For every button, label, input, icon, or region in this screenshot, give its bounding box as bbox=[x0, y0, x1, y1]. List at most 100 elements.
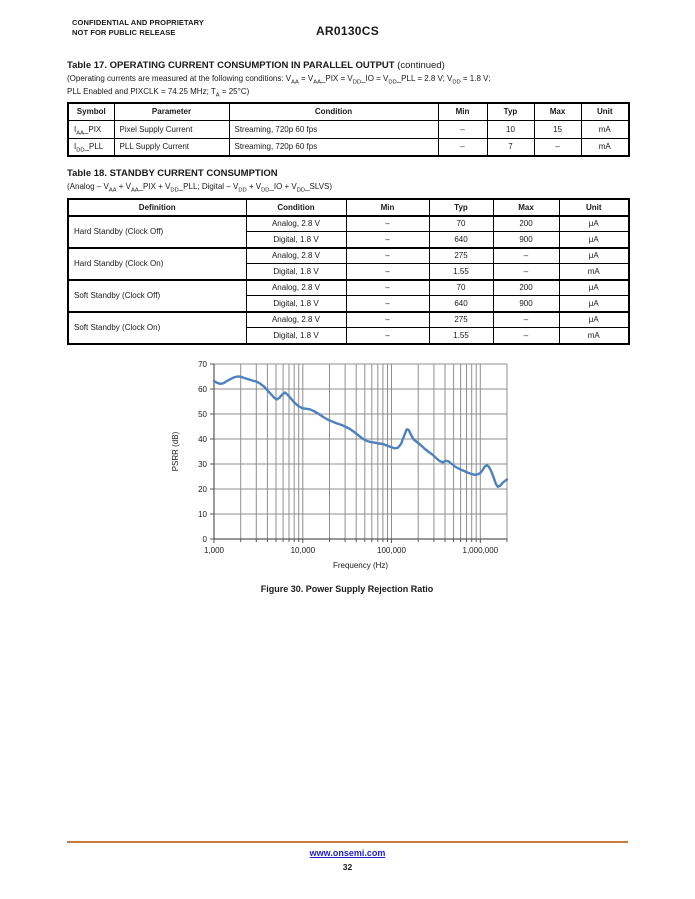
table17-header-cell: Symbol bbox=[67, 102, 115, 121]
table18: Definition Condition Min Typ Max Unit Hard St… bbox=[67, 197, 630, 345]
psrr-line bbox=[212, 375, 509, 489]
definition-cell: Hard Standby (Clock Off) bbox=[67, 214, 247, 248]
table18-row: Soft Standby (Clock On) Analog, 2.8 V –275… bbox=[67, 310, 630, 344]
figure-caption: Figure 30. Power Supply Rejection Ratio bbox=[260, 584, 434, 594]
unit-cell: mA bbox=[580, 119, 630, 139]
unit-cell: mA bbox=[580, 137, 630, 157]
table18-header-cell: Condition bbox=[245, 198, 347, 216]
table18-section: Table 18. STANDBY CURRENT CONSUMPTION (A… bbox=[67, 168, 630, 345]
parameter-cell: PLL Supply Current bbox=[113, 137, 230, 157]
unit-cell: mA bbox=[558, 263, 630, 280]
chart-labels: 0 10 20 30 40 50 60 70 1,000 10,000 100,000 1,000,0… bbox=[171, 360, 499, 570]
typ-cell: 7 bbox=[486, 137, 535, 157]
confidential-line2: NOT FOR PUBLIC RELEASE bbox=[72, 27, 176, 37]
max-cell: 200 bbox=[492, 278, 560, 296]
min-cell: – bbox=[345, 278, 430, 296]
symbol-cell: IAA_PIX bbox=[67, 119, 115, 139]
page-number: 32 bbox=[342, 862, 353, 872]
psrr-chart: 0 10 20 30 40 50 60 70 1,000 10,000 100,000 1,000,0… bbox=[171, 360, 509, 570]
unit-cell: μA bbox=[558, 246, 630, 264]
x-tick-label: 100,000 bbox=[377, 546, 406, 555]
table18-title: Table 18. STANDBY CURRENT CONSUMPTION bbox=[67, 168, 278, 179]
condition-cell: Streaming, 720p 60 fps bbox=[228, 137, 439, 157]
condition-cell: Digital, 1.8 V bbox=[245, 295, 347, 312]
max-cell: – bbox=[492, 246, 560, 264]
table18-header-cell: Typ bbox=[428, 198, 494, 216]
table17-conditions-line1: (Operating currents are measured at the … bbox=[67, 74, 491, 86]
min-cell: – bbox=[345, 231, 430, 248]
y-tick-label: 10 bbox=[198, 510, 207, 519]
chart-gridlines bbox=[213, 363, 508, 539]
max-cell: – bbox=[533, 137, 582, 157]
max-cell: – bbox=[492, 310, 560, 328]
typ-cell: 1.55 bbox=[428, 263, 494, 280]
typ-cell: 1.55 bbox=[428, 327, 494, 344]
table18-row: Digital, 1.8 V –1.55– mA bbox=[68, 263, 630, 280]
condition-cell: Analog, 2.8 V bbox=[245, 310, 347, 328]
max-cell: 900 bbox=[492, 231, 560, 248]
table17-header-row: Symbol Parameter Condition Min Typ Max Unit bbox=[67, 102, 630, 121]
min-cell: – bbox=[345, 310, 430, 328]
table17-conditions-line2: PLL Enabled and PIXCLK = 74.25 MHz; TA =… bbox=[67, 86, 250, 99]
y-tick-label: 0 bbox=[203, 535, 208, 544]
table17: Symbol Parameter Condition Min Typ Max Unit IA… bbox=[67, 102, 630, 157]
min-cell: – bbox=[345, 263, 430, 280]
min-cell: – bbox=[345, 327, 430, 344]
table17-conditions: (Operating currents are measured at the … bbox=[67, 73, 628, 98]
table18-row: Hard Standby (Clock On) Analog, 2.8 V –275… bbox=[67, 246, 630, 280]
table18-header-row: Definition Condition Min Typ Max Unit bbox=[67, 198, 630, 216]
typ-cell: 10 bbox=[486, 119, 535, 139]
confidential-line1: CONFIDENTIAL AND PROPRIETARY bbox=[72, 18, 204, 27]
y-tick-label: 70 bbox=[198, 360, 207, 369]
min-cell: – bbox=[437, 119, 488, 139]
typ-cell: 70 bbox=[428, 214, 494, 232]
condition-cell: Digital, 1.8 V bbox=[245, 327, 347, 344]
page-footer: www.onsemi.com 32 bbox=[67, 841, 628, 872]
table17-header-cell: Typ bbox=[486, 102, 535, 121]
typ-cell: 640 bbox=[428, 295, 494, 312]
onsemi-link[interactable]: www.onsemi.com bbox=[309, 848, 386, 858]
table18-header-cell: Max bbox=[492, 198, 560, 216]
parameter-cell: Pixel Supply Current bbox=[113, 119, 230, 139]
condition-cell: Digital, 1.8 V bbox=[245, 231, 347, 248]
table17-header-cell: Parameter bbox=[113, 102, 230, 121]
max-cell: – bbox=[492, 263, 560, 280]
symbol-cell: IDD_PLL bbox=[67, 137, 115, 157]
unit-cell: μA bbox=[558, 231, 630, 248]
min-cell: – bbox=[345, 295, 430, 312]
y-tick-label: 40 bbox=[198, 435, 207, 444]
table18-header-cell: Definition bbox=[67, 198, 247, 216]
table17-title-note: (continued) bbox=[394, 60, 445, 71]
max-cell: – bbox=[492, 327, 560, 344]
table18-row: Digital, 1.8 V –640 900 μA bbox=[68, 231, 630, 248]
table17-header-cell: Condition bbox=[228, 102, 439, 121]
condition-cell: Analog, 2.8 V bbox=[245, 278, 347, 296]
y-axis-label: PSRR (dB) bbox=[171, 431, 180, 471]
min-cell: – bbox=[437, 137, 488, 157]
definition-cell: Hard Standby (Clock On) bbox=[67, 246, 247, 280]
table17-header-cell: Min bbox=[437, 102, 488, 121]
condition-cell: Digital, 1.8 V bbox=[245, 263, 347, 280]
table18-header-cell: Unit bbox=[558, 198, 630, 216]
unit-cell: μA bbox=[558, 214, 630, 232]
typ-cell: 70 bbox=[428, 278, 494, 296]
unit-cell: μA bbox=[558, 295, 630, 312]
x-tick-label: 1,000,000 bbox=[463, 546, 499, 555]
condition-cell: Streaming, 720p 60 fps bbox=[228, 119, 439, 139]
min-cell: – bbox=[345, 214, 430, 232]
max-cell: 15 bbox=[533, 119, 582, 139]
unit-cell: μA bbox=[558, 310, 630, 328]
condition-cell: Analog, 2.8 V bbox=[245, 214, 347, 232]
y-tick-label: 20 bbox=[198, 485, 207, 494]
table18-subtitle: (Analog – VAA + VAA_PIX + VDD_PLL; Digit… bbox=[67, 182, 333, 194]
table17-row: IAA_PIX Pixel Supply Current Streaming, 72… bbox=[67, 119, 630, 139]
unit-cell: μA bbox=[558, 278, 630, 296]
typ-cell: 640 bbox=[428, 231, 494, 248]
chart-axes bbox=[210, 363, 508, 543]
table17-title: Table 17. OPERATING CURRENT CONSUMPTION … bbox=[67, 60, 628, 71]
typ-cell: 275 bbox=[428, 310, 494, 328]
table18-header-cell: Min bbox=[345, 198, 430, 216]
max-cell: 200 bbox=[492, 214, 560, 232]
table18-row: Digital, 1.8 V –1.55– mA bbox=[68, 327, 630, 344]
